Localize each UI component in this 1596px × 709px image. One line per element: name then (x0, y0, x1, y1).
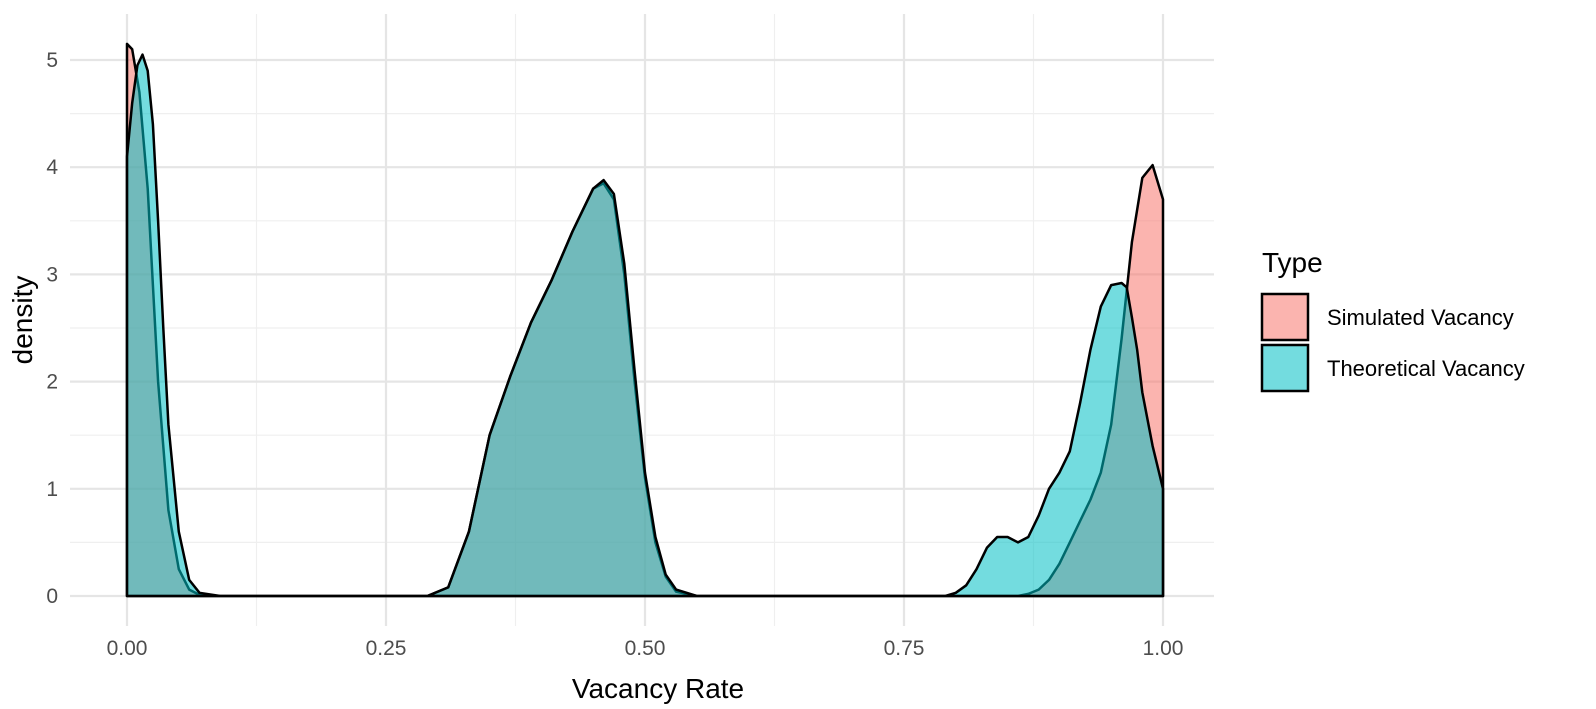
y-tick-label: 3 (46, 263, 58, 286)
x-tick-label: 0.00 (107, 637, 148, 660)
y-tick-label: 4 (46, 156, 58, 179)
y-axis-ticks: 0 1 2 3 4 5 (46, 49, 58, 608)
y-axis-title: density (7, 276, 38, 365)
x-axis-ticks: 0.00 0.25 0.50 0.75 1.00 (107, 637, 1184, 660)
x-tick-label: 1.00 (1143, 637, 1184, 660)
legend: Type Simulated Vacancy Theoretical Vacanc… (1260, 247, 1525, 393)
y-tick-label: 1 (46, 478, 58, 501)
x-tick-label: 0.25 (366, 637, 407, 660)
legend-title: Type (1262, 247, 1323, 278)
y-tick-label: 5 (46, 49, 58, 72)
x-tick-label: 0.50 (625, 637, 666, 660)
y-tick-label: 2 (46, 371, 58, 394)
legend-label-simulated: Simulated Vacancy (1327, 305, 1514, 330)
legend-key-theoretical (1260, 343, 1310, 393)
density-area-theoretical (125, 53, 1165, 598)
x-tick-label: 0.75 (884, 637, 925, 660)
density-areas (125, 42, 1165, 598)
y-tick-label: 0 (46, 585, 58, 608)
legend-label-theoretical: Theoretical Vacancy (1327, 356, 1525, 381)
x-axis-title: Vacancy Rate (572, 673, 744, 704)
legend-key-simulated (1260, 292, 1310, 342)
